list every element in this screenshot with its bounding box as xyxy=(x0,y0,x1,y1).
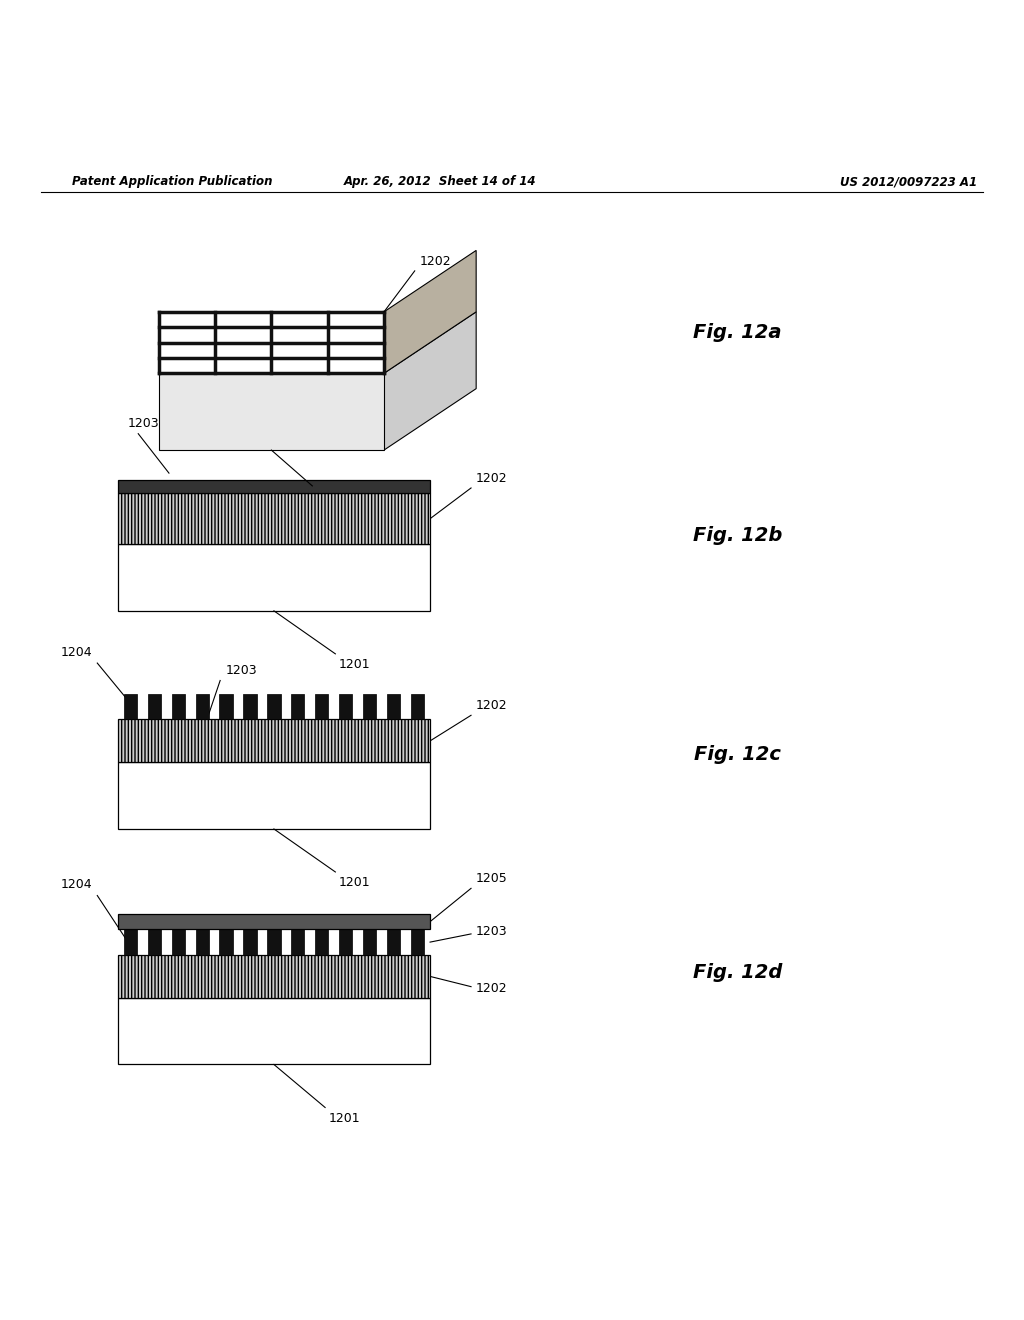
Text: 1202: 1202 xyxy=(476,700,508,713)
Polygon shape xyxy=(271,327,328,343)
Bar xyxy=(118,544,430,611)
Polygon shape xyxy=(159,312,384,374)
Bar xyxy=(244,929,257,954)
Bar xyxy=(315,694,329,719)
Polygon shape xyxy=(215,327,271,343)
Bar xyxy=(118,954,430,998)
Bar xyxy=(118,913,430,929)
Text: 1202: 1202 xyxy=(476,471,508,484)
Bar xyxy=(362,929,376,954)
Text: US 2012/0097223 A1: US 2012/0097223 A1 xyxy=(840,176,977,189)
Bar xyxy=(291,694,304,719)
Text: Fig. 12d: Fig. 12d xyxy=(692,962,782,982)
Polygon shape xyxy=(159,358,215,374)
Bar xyxy=(172,929,185,954)
Text: 1201: 1201 xyxy=(328,1111,359,1125)
Polygon shape xyxy=(159,374,384,450)
Polygon shape xyxy=(271,312,328,327)
Text: 1203: 1203 xyxy=(225,664,257,677)
Bar xyxy=(315,929,329,954)
Polygon shape xyxy=(271,343,328,358)
Bar xyxy=(411,694,424,719)
Text: 1202: 1202 xyxy=(420,255,452,268)
Text: Fig. 12b: Fig. 12b xyxy=(692,525,782,545)
Text: Patent Application Publication: Patent Application Publication xyxy=(72,176,272,189)
Bar xyxy=(411,929,424,954)
Polygon shape xyxy=(159,327,215,343)
Bar xyxy=(118,763,430,829)
Bar xyxy=(118,479,430,494)
Polygon shape xyxy=(271,358,328,374)
Bar xyxy=(244,694,257,719)
Bar xyxy=(267,929,281,954)
Bar xyxy=(124,929,137,954)
Polygon shape xyxy=(159,343,215,358)
Bar xyxy=(219,929,232,954)
Text: 1203: 1203 xyxy=(128,417,160,429)
Text: Apr. 26, 2012  Sheet 14 of 14: Apr. 26, 2012 Sheet 14 of 14 xyxy=(344,176,537,189)
Bar xyxy=(219,694,232,719)
Bar xyxy=(196,694,209,719)
Polygon shape xyxy=(328,358,384,374)
Text: 1202: 1202 xyxy=(476,982,508,995)
Bar xyxy=(124,694,137,719)
Bar xyxy=(118,494,430,544)
Text: 1201: 1201 xyxy=(287,491,317,504)
Polygon shape xyxy=(328,343,384,358)
Bar xyxy=(267,694,281,719)
Bar xyxy=(118,719,430,763)
Bar xyxy=(362,694,376,719)
Bar xyxy=(339,929,352,954)
Polygon shape xyxy=(384,251,476,374)
Text: 1203: 1203 xyxy=(476,925,508,939)
Text: 1204: 1204 xyxy=(60,878,92,891)
Text: 1201: 1201 xyxy=(338,876,370,890)
Polygon shape xyxy=(159,312,215,327)
Bar xyxy=(291,929,304,954)
Bar xyxy=(147,694,161,719)
Polygon shape xyxy=(215,343,271,358)
Bar xyxy=(387,694,400,719)
Text: 1201: 1201 xyxy=(338,657,370,671)
Bar xyxy=(339,694,352,719)
Bar xyxy=(147,929,161,954)
Text: 1205: 1205 xyxy=(476,873,508,886)
Polygon shape xyxy=(328,327,384,343)
Bar xyxy=(118,998,430,1064)
Bar xyxy=(172,694,185,719)
Polygon shape xyxy=(384,312,476,450)
Polygon shape xyxy=(328,312,384,327)
Text: 1204: 1204 xyxy=(60,645,92,659)
Bar xyxy=(387,929,400,954)
Text: Fig. 12c: Fig. 12c xyxy=(694,744,780,764)
Text: Fig. 12a: Fig. 12a xyxy=(693,323,781,342)
Bar xyxy=(196,929,209,954)
Polygon shape xyxy=(215,312,271,327)
Polygon shape xyxy=(215,358,271,374)
